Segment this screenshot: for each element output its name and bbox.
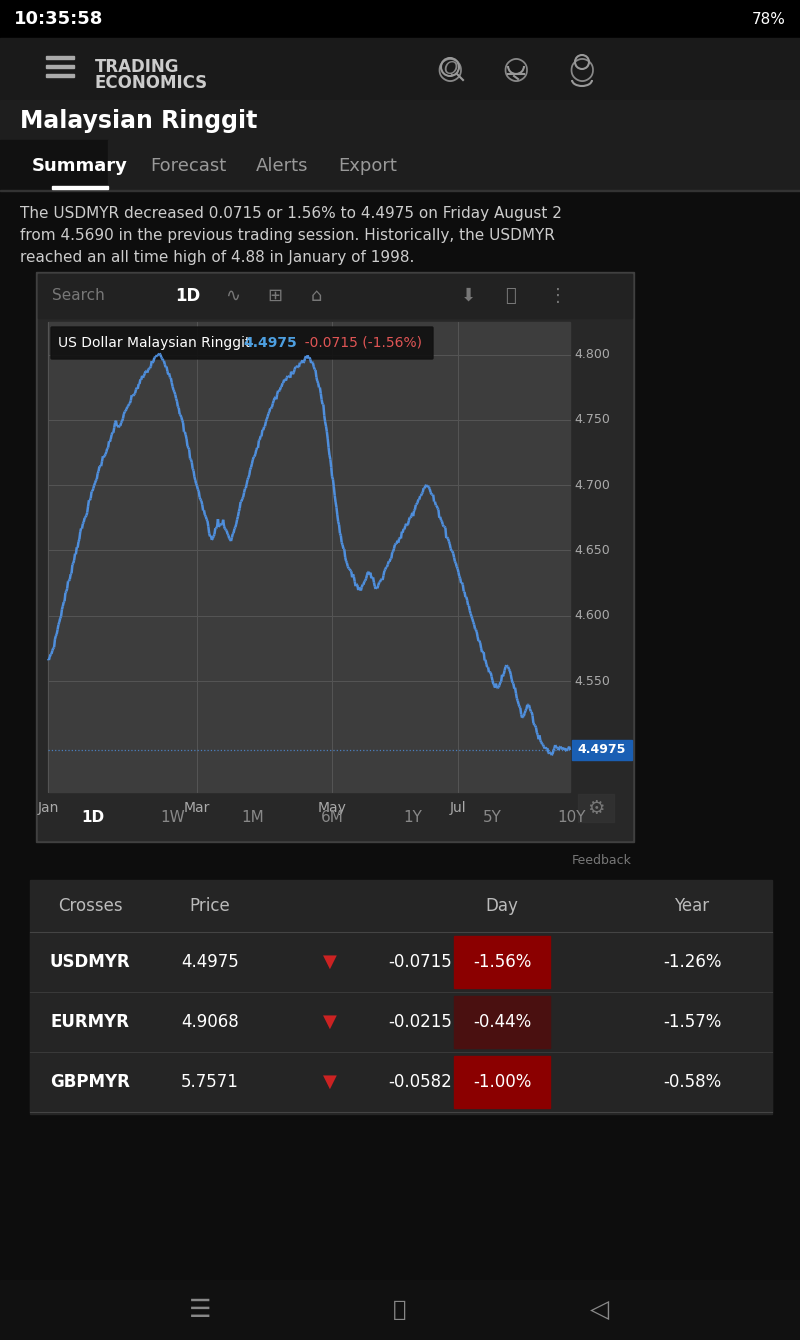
Text: -0.0715 (-1.56%): -0.0715 (-1.56%)	[296, 336, 422, 350]
Text: ◁: ◁	[590, 1298, 610, 1323]
FancyBboxPatch shape	[51, 327, 433, 359]
Bar	[38, 273, 632, 318]
Text: Year: Year	[674, 896, 710, 915]
Text: -0.44%: -0.44%	[473, 1013, 531, 1030]
Text: 4.9068: 4.9068	[181, 1013, 239, 1030]
Text: reached an all time high of 4.88 in January of 1998.: reached an all time high of 4.88 in Janu…	[20, 251, 414, 265]
Text: ○: ○	[502, 55, 530, 83]
Text: USDMYR: USDMYR	[50, 953, 130, 972]
Bar	[30, 992, 772, 1052]
Bar	[578, 795, 614, 821]
Text: ⬇: ⬇	[461, 287, 475, 306]
Text: Forecast: Forecast	[150, 157, 226, 176]
Bar	[0, 38, 800, 100]
Bar	[36, 272, 634, 842]
Bar	[0, 1280, 800, 1340]
Text: Export: Export	[338, 157, 398, 176]
Text: 1W: 1W	[161, 811, 186, 825]
Text: ▼: ▼	[323, 1013, 337, 1030]
Text: 10:35:58: 10:35:58	[14, 9, 103, 28]
Bar	[30, 933, 772, 992]
Text: 78%: 78%	[752, 12, 786, 27]
Text: ⬜: ⬜	[394, 1300, 406, 1320]
Text: 1D: 1D	[175, 287, 201, 306]
Text: 1Y: 1Y	[403, 811, 422, 825]
Bar	[0, 192, 800, 273]
Text: EURMYR: EURMYR	[50, 1013, 130, 1030]
Bar	[108, 139, 800, 192]
Bar	[46, 56, 74, 59]
Text: Malaysian Ringgit: Malaysian Ringgit	[20, 109, 258, 133]
Text: ⊞: ⊞	[267, 287, 282, 306]
Bar	[52, 186, 108, 189]
Text: ○: ○	[437, 55, 463, 83]
Bar	[454, 937, 550, 988]
Text: TRADING: TRADING	[95, 58, 179, 76]
Text: Jul: Jul	[450, 801, 466, 815]
Text: 10Y: 10Y	[558, 811, 586, 825]
Text: -0.0215: -0.0215	[388, 1013, 452, 1030]
Bar	[572, 740, 632, 760]
Text: ⛶: ⛶	[506, 287, 516, 306]
Text: US Dollar Malaysian Ringgit: US Dollar Malaysian Ringgit	[58, 336, 255, 350]
Text: 4.600: 4.600	[574, 610, 610, 622]
Bar	[454, 1056, 550, 1108]
Bar	[0, 139, 108, 192]
Text: GBPMYR: GBPMYR	[50, 1073, 130, 1091]
Text: Crosses: Crosses	[58, 896, 122, 915]
Text: Q: Q	[443, 60, 457, 78]
Text: 4.550: 4.550	[574, 674, 610, 687]
Text: -0.0715: -0.0715	[388, 953, 452, 972]
Text: -1.00%: -1.00%	[473, 1073, 531, 1091]
Text: ▼: ▼	[323, 953, 337, 972]
Text: Feedback: Feedback	[572, 854, 632, 867]
Bar	[46, 74, 74, 76]
Bar	[38, 273, 632, 840]
Text: 4.750: 4.750	[574, 414, 610, 426]
Text: ⋮: ⋮	[549, 287, 567, 306]
Text: ECONOMICS: ECONOMICS	[95, 74, 208, 92]
Text: ○: ○	[569, 55, 595, 83]
Text: Mar: Mar	[183, 801, 210, 815]
Text: 5Y: 5Y	[482, 811, 502, 825]
Text: from 4.5690 in the previous trading session. Historically, the USDMYR: from 4.5690 in the previous trading sess…	[20, 228, 555, 243]
Bar	[46, 66, 74, 68]
Text: The USDMYR decreased 0.0715 or 1.56% to 4.4975 on Friday August 2: The USDMYR decreased 0.0715 or 1.56% to …	[20, 206, 562, 221]
Bar	[48, 322, 570, 792]
Text: ☰: ☰	[189, 1298, 211, 1323]
Bar	[30, 1052, 772, 1112]
Bar	[454, 996, 550, 1048]
Text: ∿: ∿	[226, 287, 241, 306]
Text: Summary: Summary	[32, 157, 128, 176]
Bar	[0, 100, 800, 142]
Text: 1D: 1D	[82, 811, 105, 825]
Text: -0.58%: -0.58%	[663, 1073, 721, 1091]
Bar	[30, 880, 772, 1114]
Text: May: May	[318, 801, 347, 815]
Text: 5.7571: 5.7571	[181, 1073, 239, 1091]
Text: 4.800: 4.800	[574, 348, 610, 362]
Text: 4.4975: 4.4975	[181, 953, 239, 972]
Text: 6M: 6M	[321, 811, 344, 825]
Text: ⌂: ⌂	[310, 287, 322, 306]
Bar	[0, 0, 800, 38]
Text: 4.700: 4.700	[574, 478, 610, 492]
Text: ⚙: ⚙	[587, 799, 605, 817]
Text: ▼: ▼	[323, 1073, 337, 1091]
Text: Search: Search	[52, 288, 105, 303]
Text: Jan: Jan	[38, 801, 58, 815]
Text: Alerts: Alerts	[256, 157, 308, 176]
Text: -1.26%: -1.26%	[662, 953, 722, 972]
Text: 1M: 1M	[242, 811, 264, 825]
Text: Day: Day	[486, 896, 518, 915]
Text: -1.57%: -1.57%	[663, 1013, 721, 1030]
Text: 4.4975: 4.4975	[578, 744, 626, 756]
Text: -1.56%: -1.56%	[473, 953, 531, 972]
Text: 4.4975: 4.4975	[243, 336, 297, 350]
Text: Price: Price	[190, 896, 230, 915]
Text: 4.650: 4.650	[574, 544, 610, 557]
Text: -0.0582: -0.0582	[388, 1073, 452, 1091]
